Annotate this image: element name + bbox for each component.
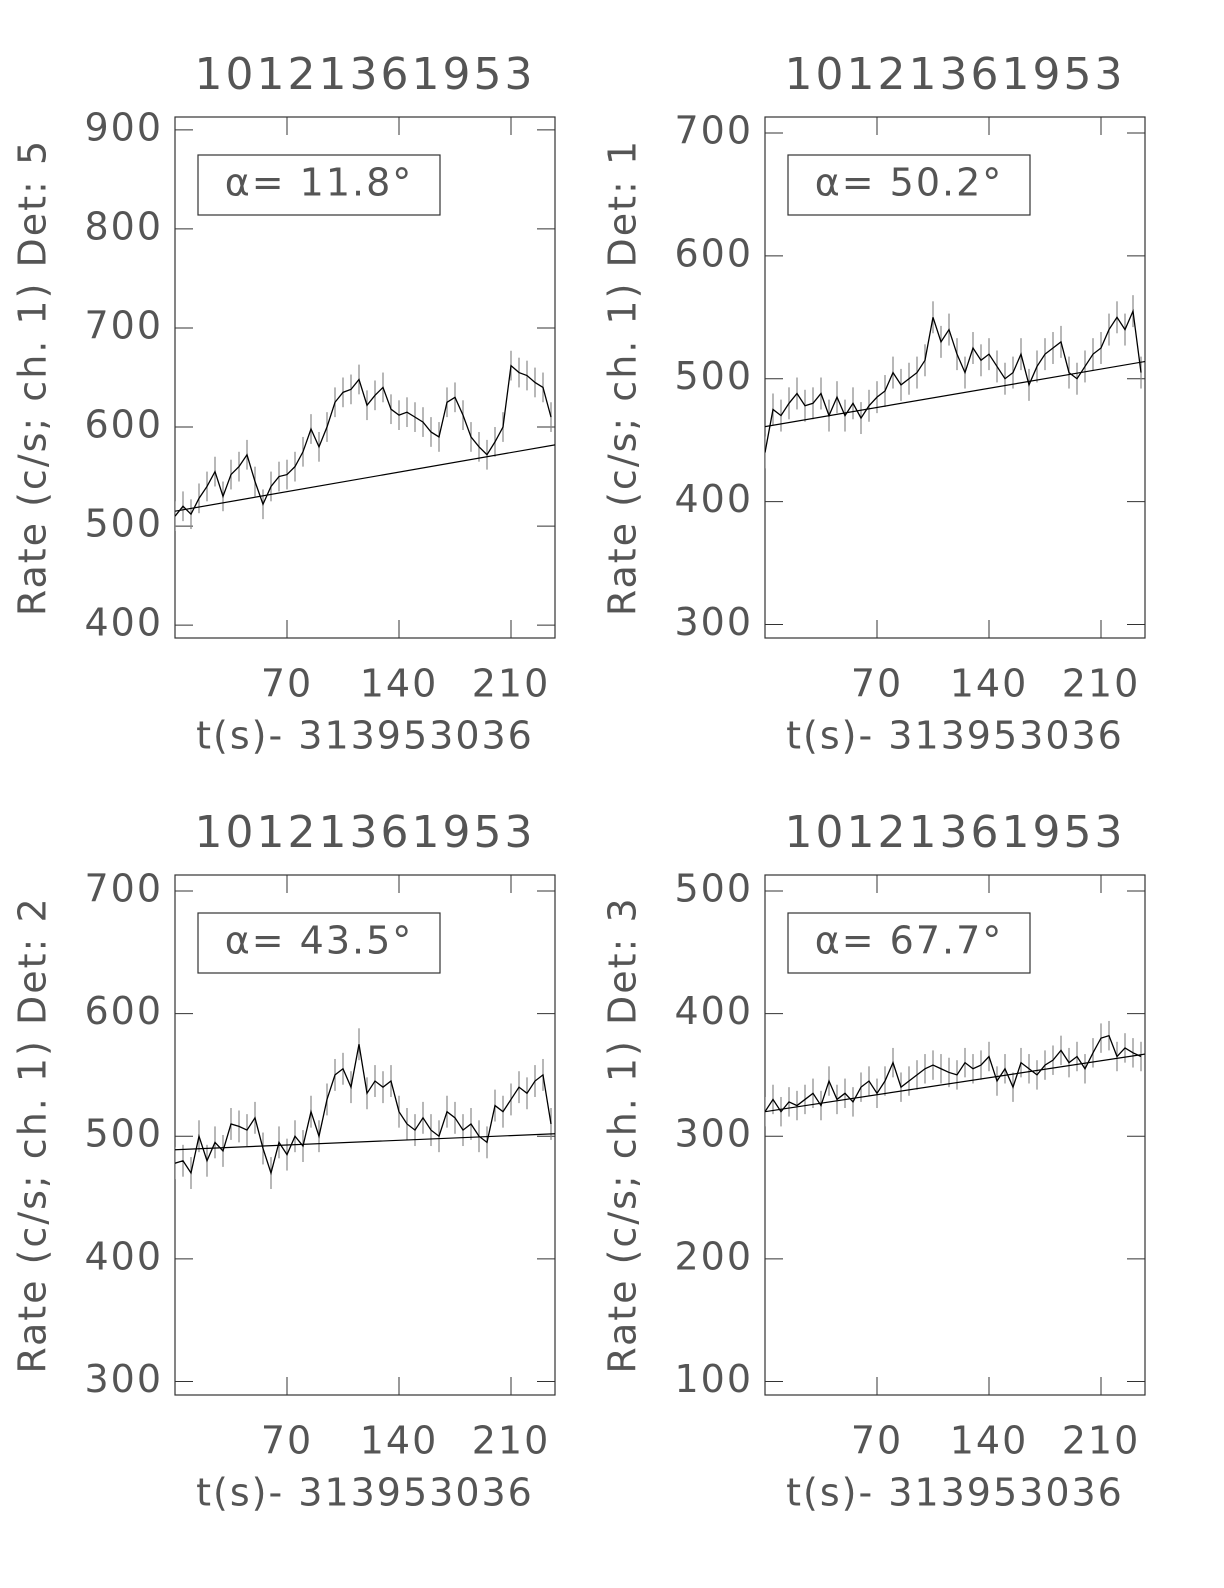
panel-title: 10121361953 xyxy=(785,807,1126,858)
data-line xyxy=(175,364,552,517)
x-axis-label: t(s)- 313953036 xyxy=(786,1471,1124,1515)
y-tick-label: 700 xyxy=(84,866,163,910)
panel-title: 10121361953 xyxy=(195,807,536,858)
x-axis-label: t(s)- 313953036 xyxy=(196,714,534,758)
x-tick-label: 140 xyxy=(360,662,439,706)
y-tick-label: 400 xyxy=(674,989,753,1033)
y-tick-label: 400 xyxy=(84,1234,163,1278)
fit-line xyxy=(175,1133,555,1151)
x-tick-label: 140 xyxy=(360,1419,439,1463)
data-line xyxy=(765,1034,1142,1113)
x-tick-label: 210 xyxy=(1062,1419,1141,1463)
y-tick-label: 500 xyxy=(84,1112,163,1156)
plot-area xyxy=(175,1028,555,1189)
x-tick-label: 140 xyxy=(950,662,1029,706)
x-tick-label: 210 xyxy=(472,1419,551,1463)
annotation: α= 67.7° xyxy=(815,919,1004,963)
y-tick-label: 600 xyxy=(84,989,163,1033)
y-tick-label: 300 xyxy=(84,1357,163,1401)
panel-title: 10121361953 xyxy=(195,49,536,100)
plot-frame xyxy=(764,116,1146,639)
x-tick-label: 70 xyxy=(261,1419,313,1463)
y-axis-label: Rate (c/s; ch. 1) Det: 1 xyxy=(601,139,645,616)
y-axis-label: Rate (c/s; ch. 1) Det: 2 xyxy=(11,896,55,1373)
x-axis-label: t(s)- 313953036 xyxy=(196,1471,534,1515)
x-tick-label: 140 xyxy=(950,1419,1029,1463)
y-axis-label: Rate (c/s; ch. 1) Det: 5 xyxy=(11,139,55,616)
annotation-box xyxy=(787,912,1031,974)
plot-area xyxy=(765,295,1145,469)
fit-line xyxy=(175,444,555,512)
y-tick-label: 400 xyxy=(674,477,753,521)
panel: 10121361953 t(s)- 313953036 Rate (c/s; ch.… xyxy=(11,49,556,758)
y-tick-label: 500 xyxy=(84,502,163,546)
y-tick-label: 800 xyxy=(84,204,163,248)
x-tick-label: 70 xyxy=(851,662,903,706)
data-line xyxy=(765,308,1142,453)
fit-line xyxy=(765,1053,1145,1113)
y-axis-label: Rate (c/s; ch. 1) Det: 3 xyxy=(601,896,645,1373)
plot-frame xyxy=(764,874,1146,1396)
y-tick-label: 900 xyxy=(84,105,163,149)
annotation-box xyxy=(197,154,441,216)
y-tick-label: 100 xyxy=(674,1357,753,1401)
panel: 10121361953 t(s)- 313953036 Rate (c/s; ch.… xyxy=(601,49,1146,758)
y-tick-label: 700 xyxy=(674,108,753,152)
y-tick-label: 300 xyxy=(674,1112,753,1156)
y-tick-label: 600 xyxy=(674,231,753,275)
x-tick-label: 210 xyxy=(1062,662,1141,706)
y-tick-label: 700 xyxy=(84,303,163,347)
annotation-box xyxy=(787,154,1031,216)
fit-line xyxy=(765,360,1145,428)
x-tick-label: 70 xyxy=(851,1419,903,1463)
plot-frame xyxy=(174,116,556,639)
panel-title: 10121361953 xyxy=(785,49,1126,100)
x-tick-label: 70 xyxy=(261,662,313,706)
y-tick-label: 400 xyxy=(84,601,163,645)
x-axis-label: t(s)- 313953036 xyxy=(786,714,1124,758)
y-tick-label: 200 xyxy=(674,1234,753,1278)
plot-area xyxy=(765,1020,1145,1127)
y-tick-label: 600 xyxy=(84,403,163,447)
y-tick-label: 500 xyxy=(674,866,753,910)
panel: 10121361953 t(s)- 313953036 Rate (c/s; ch.… xyxy=(11,807,556,1515)
y-tick-label: 300 xyxy=(674,600,753,644)
x-tick-label: 210 xyxy=(472,662,551,706)
annotation: α= 50.2° xyxy=(815,161,1004,205)
annotation: α= 11.8° xyxy=(225,161,414,205)
plot-area xyxy=(175,350,555,532)
annotation: α= 43.5° xyxy=(225,919,414,963)
y-tick-label: 500 xyxy=(674,354,753,398)
annotation-box xyxy=(197,912,441,974)
panel: 10121361953 t(s)- 313953036 Rate (c/s; ch.… xyxy=(601,807,1146,1515)
plot-frame xyxy=(174,874,556,1396)
